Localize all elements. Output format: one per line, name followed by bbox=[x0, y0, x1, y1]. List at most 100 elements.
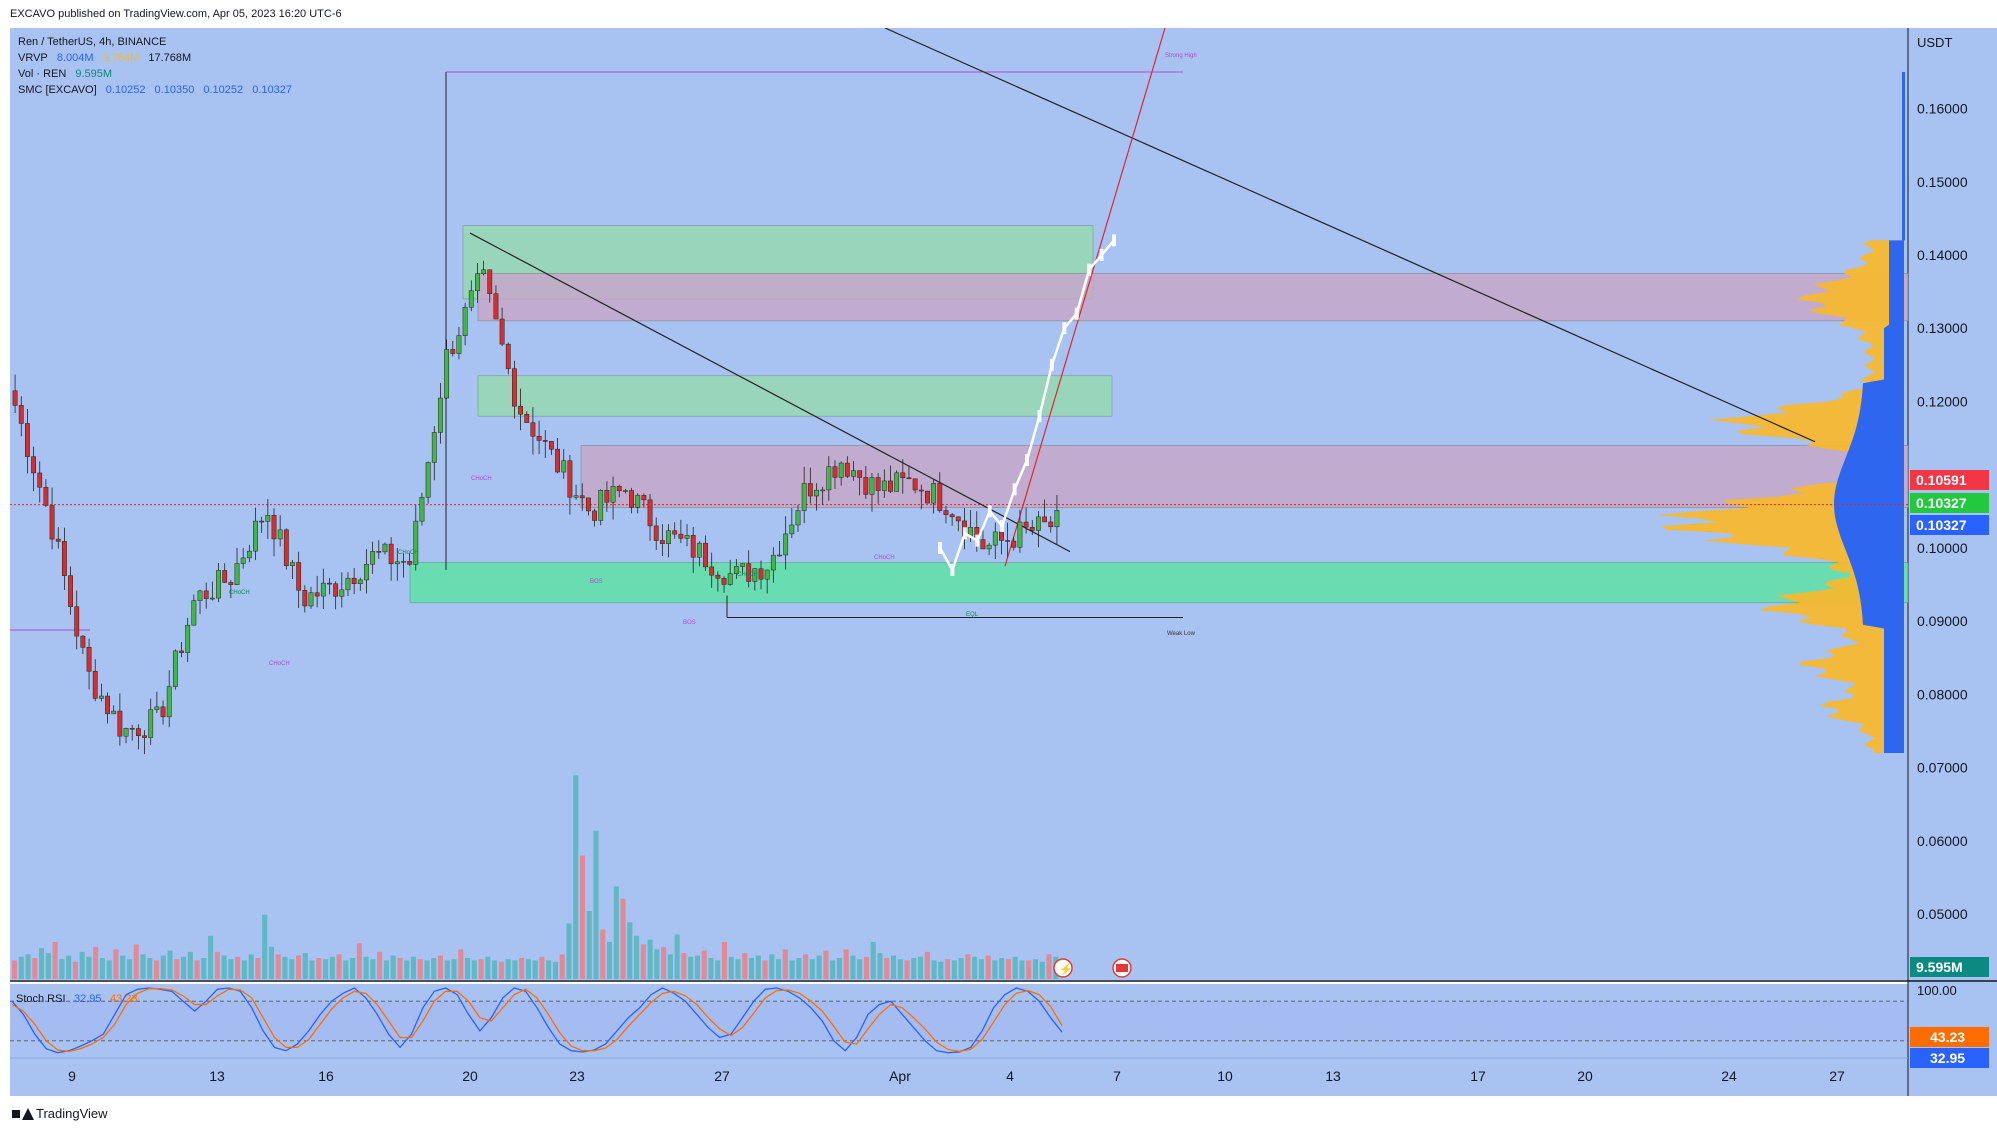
candle-body bbox=[55, 538, 61, 542]
volume-bar bbox=[978, 959, 984, 979]
volume-bar bbox=[282, 956, 288, 979]
candle bbox=[690, 526, 696, 574]
volume-bar bbox=[208, 935, 214, 979]
volume-bar bbox=[255, 958, 261, 979]
candle bbox=[31, 446, 36, 492]
volume-value: 9.595M bbox=[75, 68, 113, 80]
volume-bar bbox=[877, 953, 883, 979]
candle bbox=[894, 470, 900, 492]
tradingview-logo[interactable]: TradingView bbox=[12, 1106, 108, 1121]
candle-body bbox=[481, 269, 487, 275]
candle-body bbox=[992, 531, 998, 546]
candle bbox=[80, 635, 86, 655]
volume-bar bbox=[431, 958, 437, 979]
volume-bar bbox=[174, 959, 180, 979]
candle bbox=[912, 478, 918, 494]
tradingview-logo-icon bbox=[12, 1107, 34, 1120]
candle-body bbox=[142, 735, 147, 738]
rsi-k-label: 32.95 bbox=[1930, 1050, 1965, 1066]
volume-bar bbox=[546, 960, 552, 979]
volume-bar bbox=[843, 949, 849, 979]
volume-bar bbox=[728, 956, 734, 979]
candle-body bbox=[376, 551, 382, 553]
candle bbox=[49, 487, 55, 550]
volume-bar bbox=[505, 959, 511, 979]
candle bbox=[715, 571, 721, 592]
y-tick-label: 0.07000 bbox=[1917, 760, 1968, 776]
projection-candle bbox=[1112, 234, 1116, 247]
candle bbox=[709, 552, 715, 588]
candle-body bbox=[197, 590, 203, 601]
candle-body bbox=[185, 624, 191, 653]
candle-body bbox=[172, 650, 178, 687]
candle bbox=[12, 374, 18, 414]
big-trendline bbox=[884, 28, 1816, 443]
candle-body bbox=[80, 635, 86, 648]
volume-bar bbox=[356, 943, 362, 979]
rsi-band-fill bbox=[10, 1001, 1908, 1041]
candle-body bbox=[357, 579, 363, 584]
volume-bar bbox=[782, 949, 788, 979]
volume-bar bbox=[972, 956, 978, 979]
candle bbox=[549, 440, 554, 455]
volume-bar bbox=[634, 935, 640, 979]
volume-bar bbox=[890, 955, 897, 979]
volume-bar bbox=[789, 960, 795, 979]
volume-bar bbox=[66, 955, 72, 979]
x-tick-label: 24 bbox=[1721, 1068, 1737, 1084]
candle-body bbox=[629, 490, 634, 508]
chart-area[interactable]: USDT 0.16000 0.15000 0.14000 0.13000 0.12000 0… bbox=[0, 28, 1997, 1096]
candle-body bbox=[715, 574, 721, 579]
candle-body bbox=[327, 582, 332, 585]
candle-body bbox=[18, 405, 24, 424]
candle-body bbox=[875, 477, 881, 491]
candle bbox=[857, 470, 863, 496]
candle-body bbox=[1054, 510, 1060, 528]
candle bbox=[320, 568, 326, 610]
candle bbox=[869, 473, 875, 512]
candle bbox=[1042, 499, 1047, 523]
candle-body bbox=[370, 551, 376, 565]
candle-body bbox=[61, 541, 67, 576]
candle-body bbox=[129, 728, 135, 730]
lightning-glyph: ⚡ bbox=[1059, 963, 1073, 976]
volume-bar bbox=[120, 955, 126, 979]
volume-bar bbox=[187, 951, 193, 979]
candle-body bbox=[659, 540, 665, 544]
candle-body bbox=[980, 539, 986, 550]
candle bbox=[98, 683, 104, 702]
candle bbox=[475, 263, 480, 303]
us-flag-glyph bbox=[1116, 964, 1128, 972]
volume-bar bbox=[606, 941, 613, 979]
volume-bar bbox=[201, 958, 207, 979]
candle-body bbox=[438, 397, 443, 433]
candle-body bbox=[795, 510, 801, 526]
candle bbox=[197, 589, 203, 615]
volume-bar bbox=[519, 958, 525, 979]
volume-bar bbox=[593, 830, 599, 979]
candle bbox=[641, 493, 647, 508]
candle-body bbox=[894, 472, 900, 492]
candle bbox=[487, 269, 493, 303]
zone-supply bbox=[477, 273, 1909, 322]
candle bbox=[925, 490, 930, 504]
candle bbox=[185, 617, 191, 662]
candle bbox=[622, 489, 628, 494]
candle-body bbox=[703, 542, 708, 568]
candle-body bbox=[160, 706, 166, 718]
candle-body bbox=[105, 695, 110, 715]
chart-canvas[interactable]: USDT 0.16000 0.15000 0.14000 0.13000 0.12000 0… bbox=[0, 28, 1997, 1096]
annotation-smc-label: BOS bbox=[683, 620, 696, 626]
candle bbox=[678, 519, 684, 544]
volume-bar bbox=[32, 958, 38, 979]
candle-body bbox=[1005, 540, 1011, 542]
candle-body bbox=[888, 480, 893, 492]
volume-bar bbox=[512, 960, 518, 979]
candle bbox=[1029, 520, 1035, 535]
candle-body bbox=[407, 561, 413, 565]
tradingview-wordmark: TradingView bbox=[36, 1106, 108, 1121]
lightning-event-icon bbox=[1053, 958, 1073, 978]
candles bbox=[12, 260, 1060, 755]
candle-body bbox=[74, 606, 80, 637]
volume-bar bbox=[762, 960, 768, 979]
